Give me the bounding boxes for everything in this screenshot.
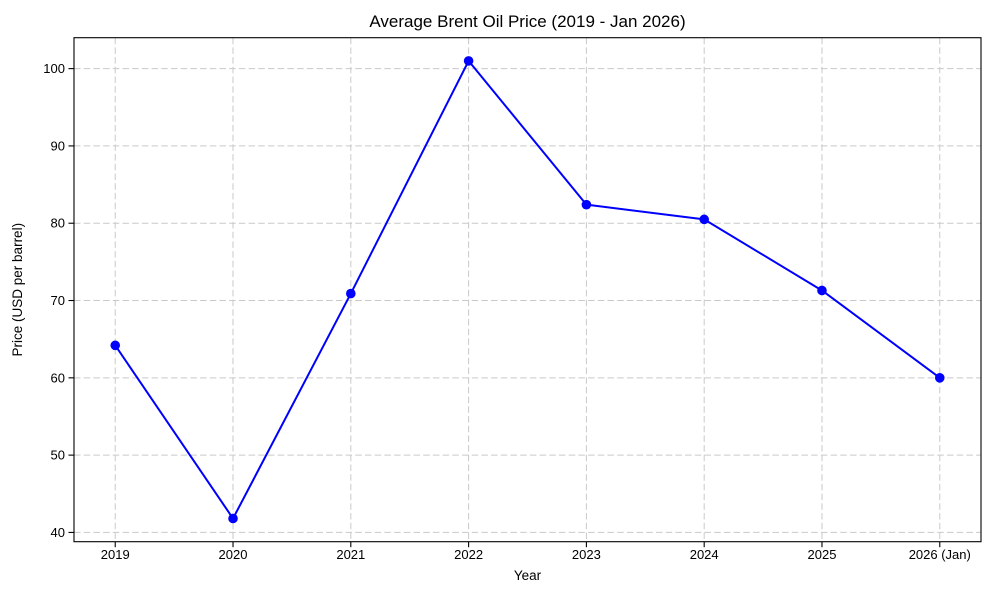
x-tick-label-2022: 2022 [454, 547, 483, 562]
axes-border [73, 37, 982, 543]
chart-title: Average Brent Oil Price (2019 - Jan 2026… [369, 12, 685, 31]
y-tick-label-50: 50 [51, 448, 65, 463]
data-point-2019 [110, 340, 121, 351]
y-tick-label-80: 80 [51, 216, 65, 231]
y-tick-label-40: 40 [51, 525, 65, 540]
x-tick-label-2020: 2020 [219, 547, 248, 562]
y-tick-label-90: 90 [51, 138, 65, 153]
data-point-2026 (Jan) [934, 373, 945, 383]
x-tick-label-2023: 2023 [572, 547, 601, 562]
y-axis-label: Price (USD per barrel) [10, 223, 25, 357]
data-point-2025 [817, 285, 827, 296]
y-tick-label-60: 60 [51, 370, 65, 385]
y-tick-label-100: 100 [43, 61, 65, 76]
x-tick-label-2026 (Jan): 2026 (Jan) [909, 547, 971, 562]
axes-spines [73, 37, 982, 543]
data-series-layer [110, 56, 945, 524]
data-point-2022 [463, 56, 474, 66]
plot-background [74, 37, 981, 542]
tick-marks [68, 68, 941, 548]
x-tick-label-2025: 2025 [808, 547, 837, 562]
y-tick-label-70: 70 [51, 293, 65, 308]
data-point-2023 [581, 199, 592, 210]
data-point-2020 [228, 513, 238, 524]
data-point-2021 [346, 288, 356, 299]
x-tick-label-2021: 2021 [336, 547, 365, 562]
price-line [114, 59, 941, 520]
data-point-2024 [699, 214, 709, 225]
x-axis-label: Year [514, 568, 542, 583]
grid-layer [74, 37, 981, 542]
x-tick-label-2019: 2019 [101, 547, 130, 562]
tick-labels: 2019 2020 2021 2022 2023 2024 2025 2026 (Jan) 40… [43, 61, 971, 562]
x-tick-label-2024: 2024 [690, 547, 719, 562]
